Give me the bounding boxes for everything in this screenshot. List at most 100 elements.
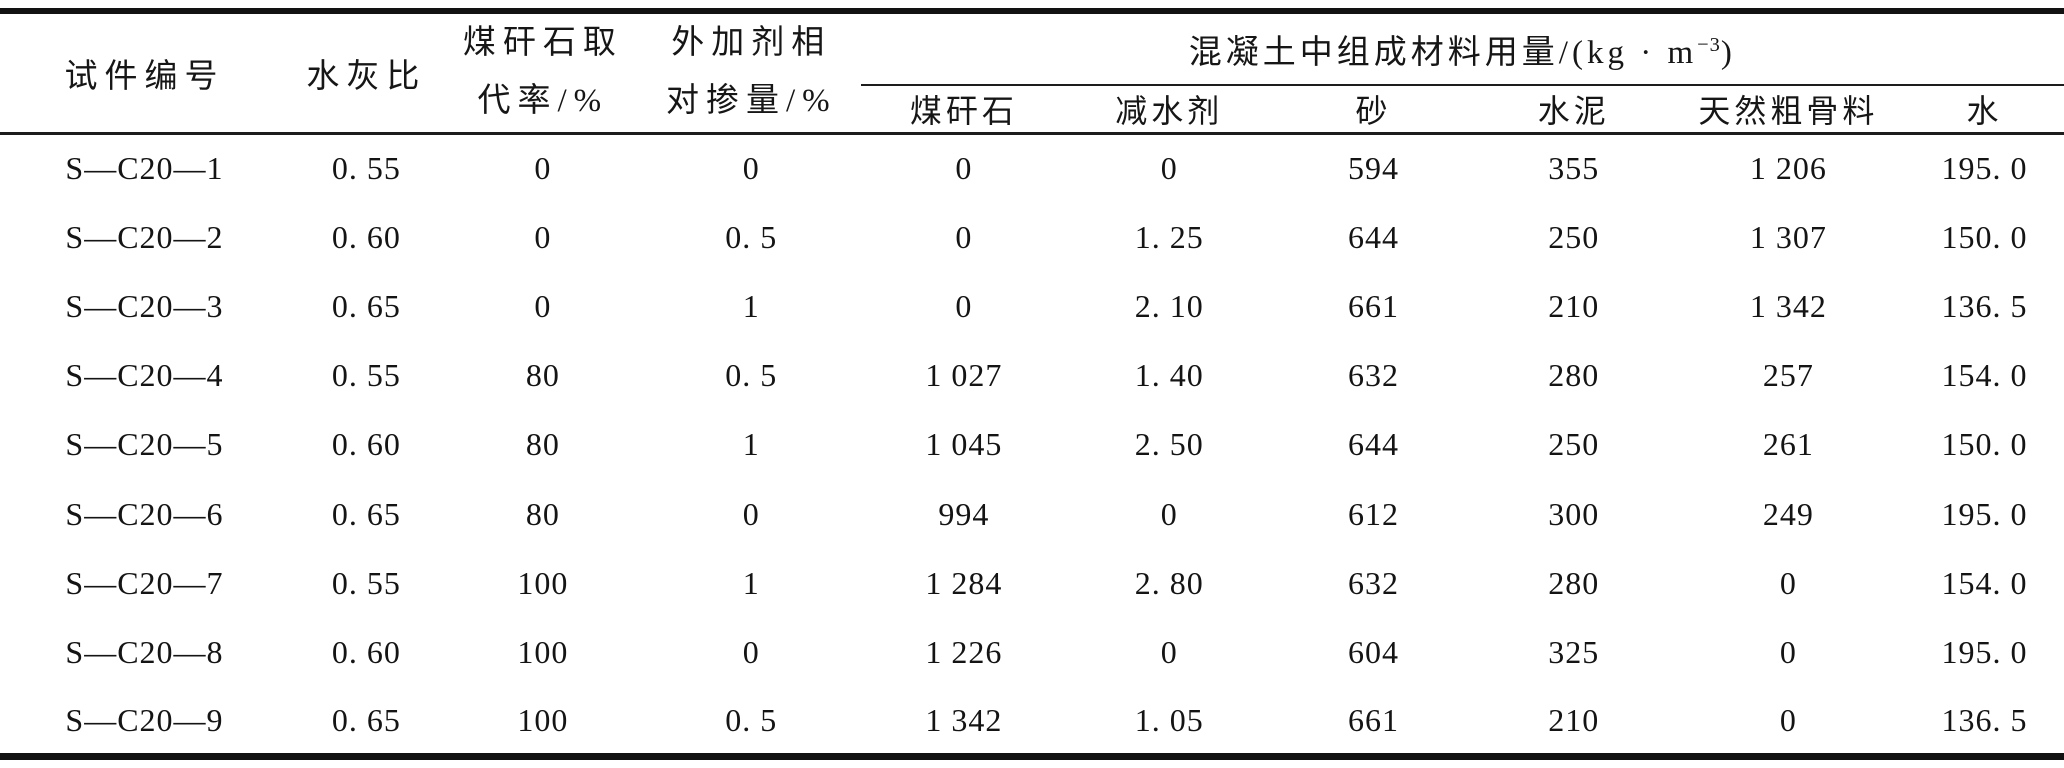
cell-value: 0 [534,288,552,325]
cell-value: 0. 65 [331,701,401,738]
table-header: 试件编号 水灰比 煤矸石取 代率/% 外加剂相 对掺量/% 混凝土中组成材料用量/(… [0,11,2064,135]
table-row: S—C20—7 0. 55 100 1 1 284 2. 80 632 280 … [0,549,2064,618]
group-header-text: 混凝土中组成材料用量/(kg · m [1188,35,1698,71]
cell-value: 2. 80 [1134,564,1204,601]
table-body: S—C20—1 0. 55 0 0 0 0 594 355 1 206 195.… [0,134,2064,757]
cell-value: 280 [1548,564,1600,601]
cell-value: 0. 55 [331,357,401,394]
cell-value: 195. 0 [1941,150,2028,187]
cell-value: 0. 65 [331,288,401,325]
cell-value: 1 342 [925,701,1003,738]
group-header-close-paren: ) [1720,35,1736,71]
cell-value: 1 342 [1749,288,1827,325]
table-row: S—C20—5 0. 60 80 1 1 045 2. 50 644 250 2… [0,410,2064,479]
cell-value: 0. 5 [725,218,778,255]
cell-value: 1 226 [925,634,1003,671]
col-header-specimen-id: 试件编号 [0,11,289,135]
cell-value: 250 [1548,426,1600,463]
cell-specimen-id: S—C20—4 [65,357,224,394]
cell-value: 250 [1548,218,1600,255]
cell-specimen-id: S—C20—7 [65,564,224,601]
cell-value: 0. 5 [725,357,778,394]
cell-value: 0 [742,150,760,187]
cell-value: 0 [742,634,760,671]
cell-value: 1 [742,288,760,325]
cell-value: 280 [1548,357,1600,394]
cell-value: 0. 60 [331,634,401,671]
table-row: S—C20—9 0. 65 100 0. 5 1 342 1. 05 661 2… [0,687,2064,756]
cell-value: 0. 60 [331,426,401,463]
sub-header-water: 水 [1905,85,2064,135]
cell-value: 661 [1348,701,1400,738]
cell-value: 612 [1348,495,1400,532]
cell-value: 0. 60 [331,218,401,255]
cell-value: 257 [1762,357,1814,394]
table-row: S—C20—1 0. 55 0 0 0 0 594 355 1 206 195.… [0,134,2064,203]
cell-value: 594 [1348,150,1400,187]
cell-value: 300 [1548,495,1600,532]
cell-value: 154. 0 [1941,564,2028,601]
cell-value: 80 [525,357,560,394]
table-row: S—C20—3 0. 65 0 1 0 2. 10 661 210 1 342 … [0,272,2064,341]
cell-value: 261 [1762,426,1814,463]
cell-value: 632 [1348,564,1400,601]
cell-value: 0 [1160,634,1178,671]
cell-value: 1. 05 [1134,701,1204,738]
cell-value: 0 [1160,495,1178,532]
table-row: S—C20—2 0. 60 0 0. 5 0 1. 25 644 250 1 3… [0,203,2064,272]
cell-value: 632 [1348,357,1400,394]
sub-header-cement: 水泥 [1475,85,1672,135]
cell-value: 210 [1548,701,1600,738]
cell-value: 1 206 [1749,150,1827,187]
cell-value: 100 [517,564,569,601]
col-header-gangue-replacement-rate: 煤矸石取 代率/% [443,11,642,135]
cell-value: 604 [1348,634,1400,671]
cell-value: 0 [955,218,973,255]
cell-value: 0 [955,150,973,187]
cell-value: 136. 5 [1941,701,2028,738]
cell-value: 644 [1348,218,1400,255]
cell-value: 249 [1762,495,1814,532]
cell-value: 195. 0 [1941,495,2028,532]
table-row: S—C20—8 0. 60 100 0 1 226 0 604 325 0 19… [0,618,2064,687]
sub-header-coal-gangue: 煤矸石 [860,85,1068,135]
cell-value: 150. 0 [1941,218,2028,255]
cell-value: 80 [525,426,560,463]
sub-header-sand: 砂 [1271,85,1476,135]
header-row-sub: 煤矸石 减水剂 砂 水泥 天然粗骨料 水 [0,85,2064,135]
cell-value: 136. 5 [1941,288,2028,325]
cell-specimen-id: S—C20—3 [65,288,224,325]
cell-value: 80 [525,495,560,532]
cell-value: 100 [517,634,569,671]
cell-value: 0. 65 [331,495,401,532]
group-header-material-dosage: 混凝土中组成材料用量/(kg · m−3) [860,11,2064,86]
cell-value: 210 [1548,288,1600,325]
cell-value: 0 [534,218,552,255]
cell-value: 0. 55 [331,150,401,187]
cell-value: 2. 10 [1134,288,1204,325]
cell-specimen-id: S—C20—9 [65,701,224,738]
cell-value: 0 [534,150,552,187]
table-row: S—C20—6 0. 65 80 0 994 0 612 300 249 195… [0,480,2064,549]
concrete-mix-proportion-table: 试件编号 水灰比 煤矸石取 代率/% 外加剂相 对掺量/% 混凝土中组成材料用量/(… [0,8,2064,760]
cell-value: 154. 0 [1941,357,2028,394]
col-header-admixture-relative-dosage: 外加剂相 对掺量/% [641,11,861,135]
table-row: S—C20—4 0. 55 80 0. 5 1 027 1. 40 632 28… [0,341,2064,410]
cell-specimen-id: S—C20—6 [65,495,224,532]
sub-header-natural-coarse-aggregate: 天然粗骨料 [1671,85,1906,135]
cell-value: 0 [955,288,973,325]
cell-specimen-id: S—C20—2 [65,218,224,255]
cell-value: 0. 5 [725,701,778,738]
cell-value: 1 284 [925,564,1003,601]
cell-value: 0. 55 [331,564,401,601]
cell-value: 1 [742,426,760,463]
cell-specimen-id: S—C20—1 [65,150,224,187]
cell-specimen-id: S—C20—8 [65,634,224,671]
cell-value: 1 045 [925,426,1003,463]
cell-value: 0 [742,495,760,532]
cell-value: 0 [1779,634,1797,671]
cell-value: 0 [1779,701,1797,738]
cell-specimen-id: S—C20—5 [65,426,224,463]
cell-value: 100 [517,701,569,738]
